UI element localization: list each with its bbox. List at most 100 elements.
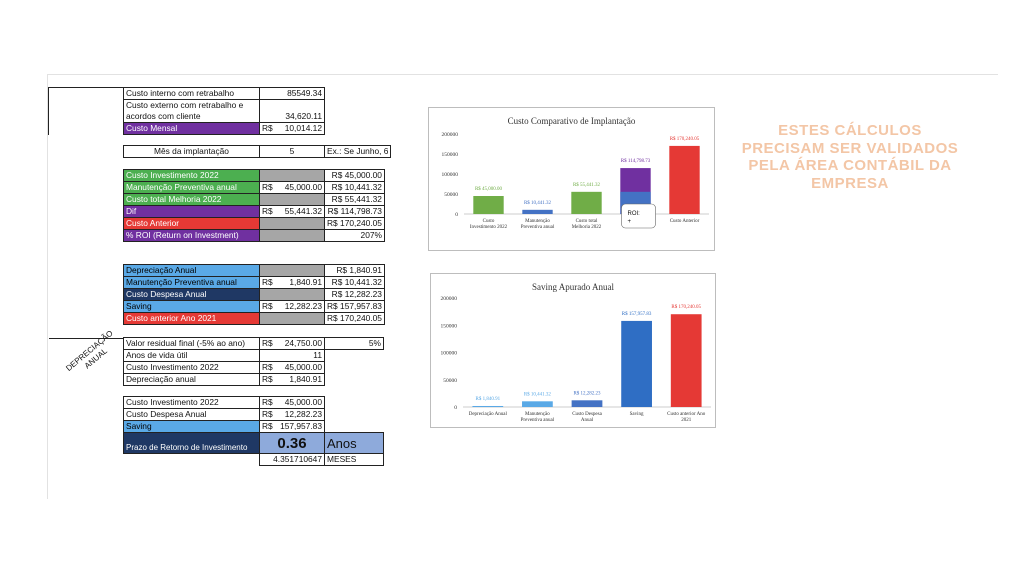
validation-notice: ESTES CÁLCULOS PRECISAM SER VALIDADOS PE… — [741, 122, 959, 192]
x-tick-label: Custo total — [576, 219, 598, 224]
cell-label[interactable]: Custo Mensal — [123, 122, 260, 135]
payback-months-unit[interactable]: MESES — [324, 453, 384, 466]
data-label: R$ 10,441.32 — [524, 392, 552, 397]
cell-value[interactable]: 85549.34 — [259, 87, 325, 100]
cell-label[interactable]: Dif — [123, 205, 260, 218]
cell-value[interactable]: R$ 1,840.91 — [259, 276, 325, 289]
cell-value[interactable] — [259, 288, 325, 301]
payback-table: Custo Investimento 2022 R$ 45,000.00 Cust… — [123, 396, 384, 466]
x-tick-label: Custo Despesa — [572, 412, 602, 417]
cell-label[interactable]: Manutenção Preventiva anual — [123, 181, 260, 194]
chart-svg: 0 50000 100000 150000 200000 R$ 1,840.91 Depre… — [441, 296, 711, 423]
cell-label[interactable]: Custo interno com retrabalho — [123, 87, 260, 100]
cell-value[interactable]: R$ 1,840.91 — [259, 373, 325, 386]
month-table: Mês da implantação 5 Ex.: Se Junho, 6 — [123, 145, 392, 158]
cell-value[interactable]: R$ 10,014.12 — [259, 122, 325, 135]
y-tick-label: 100000 — [442, 172, 459, 178]
cell-label[interactable]: Custo Investimento 2022 — [123, 361, 260, 374]
chart-title: Saving Apurado Anual — [532, 282, 614, 292]
cell-label[interactable]: Anos de vida útil — [123, 349, 260, 362]
cell-label[interactable]: Custo anterior Ano 2021 — [123, 312, 260, 325]
cell-label[interactable]: Custo externo com retrabalho e acordos c… — [123, 99, 260, 123]
cell-value[interactable]: R$ 12,282.23 — [259, 408, 325, 421]
data-label: R$ 170,240.05 — [671, 305, 701, 310]
cell-total[interactable]: R$ 55,441.32 — [324, 193, 385, 206]
month-label[interactable]: Mês da implantação — [123, 145, 260, 158]
cell-value[interactable]: R$ 12,282.23 — [259, 300, 325, 313]
bar — [571, 191, 602, 214]
cell-value[interactable]: R$ 24,750.00 — [259, 337, 325, 350]
bar — [472, 405, 504, 407]
cell-value[interactable] — [259, 169, 325, 182]
cell-value[interactable]: R$ 157,957.83 — [259, 420, 325, 433]
cell-value[interactable] — [259, 312, 325, 325]
cell-total[interactable]: R$ 170,240.05 — [324, 217, 385, 230]
payback-label[interactable]: Prazo de Retorno de Investimento — [123, 432, 260, 454]
cell-value[interactable] — [259, 217, 325, 230]
cell-label[interactable]: Custo Investimento 2022 — [123, 396, 260, 409]
cell-label[interactable]: Saving — [123, 300, 260, 313]
cell-value[interactable]: R$ 45,000.00 — [259, 396, 325, 409]
x-tick-label: Preventiva anual — [521, 418, 555, 423]
data-label: R$ 1,840.91 — [476, 397, 501, 402]
cell-label[interactable]: Manutenção Preventiva anual — [123, 276, 260, 289]
x-tick-label: 2021 — [681, 418, 692, 423]
annual-expense-table: Depreciação Anual R$ 1,840.91 Manutenção… — [123, 264, 385, 325]
data-label: R$ 170,240.05 — [670, 137, 700, 142]
cell-total[interactable]: R$ 10,441.32 — [324, 276, 385, 289]
y-tick-label: 150000 — [442, 152, 459, 158]
chart-title: Custo Comparativo de Implantação — [507, 116, 636, 126]
bar — [571, 400, 603, 407]
cell-label[interactable]: Depreciação anual — [123, 373, 260, 386]
cell-total[interactable]: R$ 1,840.91 — [324, 264, 385, 277]
left-divider — [47, 74, 48, 499]
cell-value[interactable]: R$ 45,000.00 — [259, 181, 325, 194]
month-value[interactable]: 5 — [259, 145, 325, 158]
cell-label[interactable]: Custo Anterior — [123, 217, 260, 230]
roi-callout-box — [621, 203, 656, 229]
cell-rate[interactable]: 5% — [324, 337, 384, 350]
cell-total[interactable]: R$ 170,240.05 — [324, 312, 385, 325]
cell-value[interactable] — [259, 229, 325, 242]
bar — [670, 314, 702, 407]
cell-total[interactable]: R$ 10,441.32 — [324, 181, 385, 194]
payback-unit[interactable]: Anos — [324, 432, 384, 454]
bar — [522, 401, 553, 407]
payback-value[interactable]: 0.36 — [259, 432, 325, 454]
cell-label[interactable]: Custo Despesa Anual — [123, 288, 260, 301]
x-tick-label: Manutenção — [525, 219, 550, 224]
cell-total[interactable]: 207% — [324, 229, 385, 242]
cell-value[interactable]: 11 — [259, 349, 325, 362]
month-note[interactable]: Ex.: Se Junho, 6 — [323, 145, 392, 158]
y-tick-label: 0 — [454, 405, 457, 411]
cell-value[interactable]: R$ 55,441.32 — [259, 205, 325, 218]
data-label: R$ 55,441.32 — [573, 183, 601, 188]
cell-total[interactable]: R$ 114,798.73 — [324, 205, 385, 218]
cell-label[interactable]: Valor residual final (-5% ao ano) — [123, 337, 260, 350]
cell-label[interactable]: Custo total Melhoria 2022 — [123, 193, 260, 206]
y-tick-label: 100000 — [441, 351, 458, 357]
y-tick-label: 50000 — [444, 192, 458, 198]
data-label: R$ 12,282.23 — [573, 391, 601, 396]
cell-label[interactable]: Saving — [123, 420, 260, 433]
cell-label[interactable]: Custo Investimento 2022 — [123, 169, 260, 182]
cell-total[interactable]: R$ 157,957.83 — [324, 300, 385, 313]
cell-total[interactable]: R$ 45,000.00 — [324, 169, 385, 182]
cell-value[interactable] — [259, 193, 325, 206]
y-tick-label: 200000 — [441, 296, 458, 302]
x-tick-label: Custo anterior Ano — [667, 412, 706, 417]
cell-value[interactable]: R$ 45,000.00 — [259, 361, 325, 374]
cell-label[interactable]: Depreciação Anual — [123, 264, 260, 277]
cell-label[interactable]: % ROI (Return on Investment) — [123, 229, 260, 242]
cell-value[interactable] — [259, 264, 325, 277]
cell-label[interactable]: Custo Despesa Anual — [123, 408, 260, 421]
y-tick-label: 200000 — [442, 132, 459, 138]
cell-value[interactable]: 34,620.11 — [259, 99, 325, 123]
investment-table: Custo Investimento 2022 R$ 45,000.00 Man… — [123, 169, 385, 242]
y-tick-label: 50000 — [443, 378, 457, 384]
roi-callout-text: + — [628, 219, 632, 225]
y-tick-label: 150000 — [441, 323, 458, 329]
x-tick-label: Manutenção — [525, 412, 550, 417]
cell-total[interactable]: R$ 12,282.23 — [324, 288, 385, 301]
payback-months[interactable]: 4.351710647 — [259, 453, 325, 466]
